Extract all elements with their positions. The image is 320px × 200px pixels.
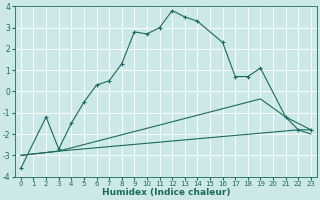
X-axis label: Humidex (Indice chaleur): Humidex (Indice chaleur) (102, 188, 230, 197)
